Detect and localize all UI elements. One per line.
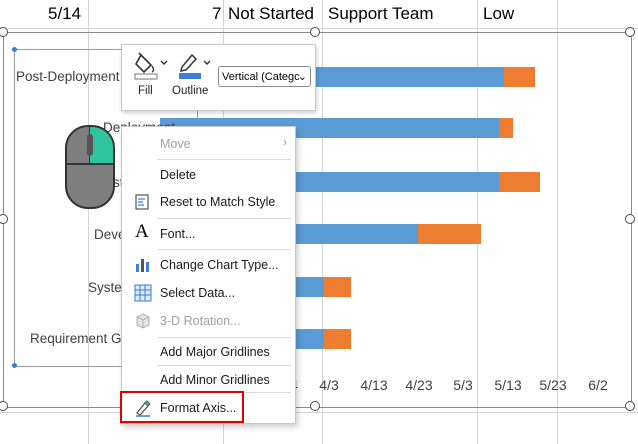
menu-item-change-chart-type[interactable]: Change Chart Type... — [122, 252, 295, 278]
axis-selection-handle[interactable] — [12, 47, 17, 52]
bar-orange-5[interactable] — [323, 329, 351, 349]
category-label: Post-Deployment — [16, 69, 120, 84]
resize-handle[interactable] — [0, 401, 8, 411]
menu-separator — [158, 159, 291, 160]
category-label: st — [113, 175, 124, 190]
menu-item-reset-to-match-style[interactable]: Reset to Match Style — [122, 189, 295, 215]
3d-rotation-icon — [136, 313, 150, 329]
bar-orange-2[interactable] — [499, 172, 540, 192]
grid-line — [88, 0, 89, 444]
resize-handle[interactable] — [310, 401, 320, 411]
menu-item-font[interactable]: A Font... — [122, 221, 295, 247]
menu-item-add-minor-gridlines[interactable]: Add Minor Gridlines — [122, 367, 295, 393]
menu-separator — [158, 249, 291, 250]
status-cell[interactable]: Not Started — [228, 4, 314, 23]
grid-line — [557, 0, 558, 444]
grid-line — [0, 412, 638, 413]
menu-item-label: Select Data... — [160, 286, 236, 300]
resize-handle[interactable] — [0, 27, 8, 37]
menu-item-3d-rotation[interactable]: 3-D Rotation... — [122, 308, 295, 334]
grid-line — [322, 0, 323, 444]
team-cell[interactable]: Support Team — [328, 4, 434, 23]
value-cell[interactable]: 7 — [212, 4, 222, 23]
outline-button[interactable]: Outline — [172, 51, 216, 107]
category-label: Deve — [94, 227, 126, 242]
priority-cell[interactable]: Low — [483, 4, 515, 23]
outline-label: Outline — [172, 85, 209, 97]
resize-handle[interactable] — [625, 401, 635, 411]
date-cell[interactable]: 5/14 — [48, 4, 82, 23]
x-tick-label: 5/13 — [494, 377, 522, 393]
format-mini-toolbar: Fill Outline Vertical (Categc ⌄ — [121, 44, 316, 111]
change-chart-type-icon — [136, 259, 149, 272]
menu-item-label: Format Axis... — [160, 401, 237, 415]
menu-item-label: Add Minor Gridlines — [160, 373, 270, 387]
menu-item-select-data[interactable]: Select Data... — [122, 280, 295, 306]
menu-item-label: Change Chart Type... — [160, 258, 279, 272]
bar-orange-3[interactable] — [418, 224, 481, 244]
resize-handle[interactable] — [310, 27, 320, 37]
menu-item-delete[interactable]: Delete — [122, 162, 295, 188]
bar-orange-1[interactable] — [499, 118, 513, 138]
format-axis-highlight — [120, 391, 244, 423]
category-label: Requirement G — [30, 331, 122, 346]
sheet-row: 5/14 7 Not Started Support Team Low — [0, 0, 638, 28]
menu-item-label: Reset to Match Style — [160, 195, 276, 209]
chart-element-select[interactable]: Vertical (Categc ⌄ — [218, 66, 311, 87]
select-data-icon — [134, 284, 152, 302]
menu-item-format-axis[interactable]: Format Axis... — [122, 395, 295, 421]
resize-handle[interactable] — [625, 27, 635, 37]
x-tick-label: 4/13 — [360, 377, 388, 393]
menu-separator — [158, 337, 291, 338]
category-label: Syste — [88, 280, 122, 295]
grid-line — [477, 0, 478, 444]
menu-item-move[interactable]: Move › — [122, 131, 295, 157]
menu-item-label: Delete — [160, 168, 197, 182]
chevron-down-icon: ⌄ — [297, 71, 307, 83]
menu-item-label: Add Major Gridlines — [160, 345, 270, 359]
paint-bucket-icon — [134, 52, 168, 80]
chart-element-select-value: Vertical (Categc — [222, 71, 300, 83]
reset-style-icon — [135, 194, 149, 210]
menu-item-label: Move — [160, 137, 191, 151]
chevron-right-icon: › — [282, 135, 287, 149]
axis-selection-handle[interactable] — [12, 363, 17, 368]
context-menu: Move › Delete Reset to Match Style A Fon… — [121, 126, 296, 424]
fill-label: Fill — [138, 85, 153, 97]
mouse-right-click-icon — [65, 125, 115, 209]
x-tick-label: 4/3 — [319, 377, 339, 393]
menu-item-label: Font... — [160, 227, 196, 241]
x-tick-label: 6/2 — [588, 377, 608, 393]
format-axis-icon — [136, 400, 151, 417]
menu-item-label: 3-D Rotation... — [160, 314, 241, 328]
menu-separator — [158, 365, 291, 366]
fill-button[interactable]: Fill — [134, 51, 174, 107]
x-tick-label: 4/23 — [405, 377, 433, 393]
bar-orange-0[interactable] — [503, 67, 535, 87]
pen-outline-icon — [179, 53, 211, 79]
x-tick-label: 5/3 — [453, 377, 473, 393]
menu-item-add-major-gridlines[interactable]: Add Major Gridlines — [122, 339, 295, 365]
resize-handle[interactable] — [625, 214, 635, 224]
menu-separator — [158, 218, 291, 219]
resize-handle[interactable] — [0, 214, 8, 224]
font-icon: A — [135, 221, 149, 242]
x-tick-label: 5/23 — [539, 377, 567, 393]
bar-orange-4[interactable] — [323, 277, 351, 297]
